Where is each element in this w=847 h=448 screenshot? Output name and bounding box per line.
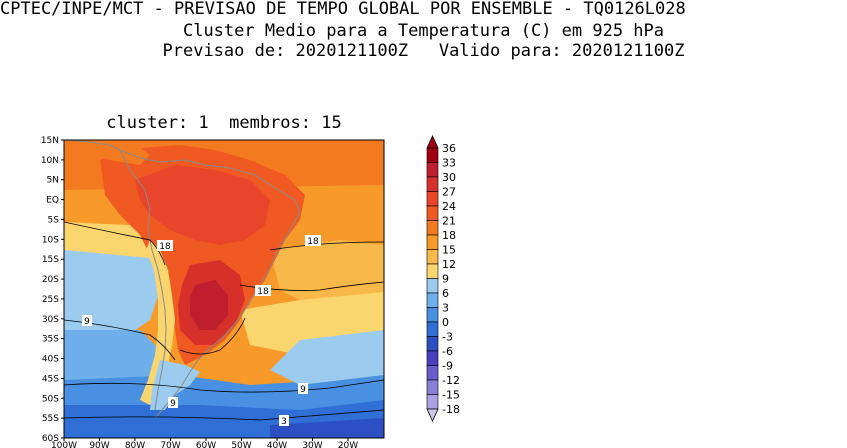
contour-lines	[64, 221, 384, 421]
contour-labels: 18 18 18 9 9 9 3	[82, 235, 321, 427]
lon-tick-label: 100W	[51, 441, 77, 448]
lat-tick-label: 35S	[42, 335, 59, 345]
colorbar-cell	[426, 191, 439, 207]
colorbar-label: 12	[442, 258, 456, 271]
colorbar-label: -15	[442, 389, 460, 402]
contour-label-bg	[298, 383, 308, 394]
colorbar-label: -6	[442, 345, 453, 358]
lat-tick-label: 45S	[42, 374, 59, 384]
contour-label-bg	[168, 397, 178, 408]
contour-label-bg	[157, 240, 173, 251]
map-frame	[63, 139, 385, 439]
lat-tick-label: 50S	[42, 394, 59, 404]
colorbar-cell	[426, 176, 439, 192]
lon-tick-label: 70W	[160, 441, 180, 448]
contour-label: 18	[257, 287, 269, 297]
colorbar-cell	[426, 336, 439, 352]
colorbar-bottom-arrow	[426, 408, 439, 422]
lon-tick-label: 40W	[267, 441, 287, 448]
lat-tick-label: 20S	[42, 275, 59, 285]
colorbar-label: 36	[442, 142, 456, 155]
lon-tick-label: 90W	[89, 441, 109, 448]
colorbar-label: 15	[442, 244, 456, 257]
colorbar-cell	[426, 292, 439, 308]
lat-tick-label: 40S	[42, 355, 59, 365]
colorbar-cell	[426, 205, 439, 221]
colorbar-label: 9	[442, 273, 449, 286]
longitude-axis: 100W 90W 80W 70W 60W 50W 40W 30W 20W	[51, 438, 358, 448]
colorbar-cell	[426, 394, 439, 410]
header-line-3: Previsao de: 2020121100Z Valido para: 20…	[162, 41, 685, 61]
colorbar-cell	[426, 147, 439, 163]
lon-tick-label: 30W	[302, 441, 322, 448]
colorbar-cell	[426, 162, 439, 178]
contour-label-bg	[279, 415, 289, 426]
colorbar-cell	[426, 234, 439, 250]
contour-label-bg	[305, 235, 321, 246]
lon-tick-label: 50W	[231, 441, 251, 448]
colorbar-cell	[426, 263, 439, 279]
colorbar-label: 21	[442, 215, 456, 228]
latitude-axis: 15N 10N 5N EQ 5S 10S 15S 20S 25S 30S 35S 40S 45S 50S 5…	[41, 136, 64, 444]
colorbar-label: 24	[442, 200, 456, 213]
lat-tick-label: 55S	[42, 414, 59, 424]
plot-title: cluster: 1 membros: 15	[106, 113, 342, 133]
colorbar-cell	[426, 350, 439, 366]
colorbar-label: -12	[442, 374, 460, 387]
colorbar-label: -18	[442, 403, 460, 416]
contour-label-bg	[255, 285, 271, 296]
colorbar-cell	[426, 379, 439, 395]
lat-tick-label: 5S	[48, 215, 60, 225]
colorbar-label: 0	[442, 316, 449, 329]
lat-tick-label: 25S	[42, 295, 59, 305]
contour-label: 9	[84, 317, 90, 327]
lat-tick-label: 5N	[47, 176, 59, 186]
contour-label: 9	[170, 399, 176, 409]
colorbar-label: 18	[442, 229, 456, 242]
lat-tick-label: 10S	[42, 235, 59, 245]
contour-label: 18	[159, 242, 171, 252]
colorbar-label: -9	[442, 360, 453, 373]
lon-tick-label: 80W	[125, 441, 145, 448]
lat-tick-label: EQ	[46, 196, 59, 206]
header-line-2: Cluster Medio para a Temperatura (C) em …	[182, 21, 665, 41]
lat-tick-label: 30S	[42, 315, 59, 325]
contour-label: 9	[300, 385, 306, 395]
colorbar-label: 30	[442, 171, 456, 184]
colorbar-cell	[426, 249, 439, 265]
colorbar-cell	[426, 220, 439, 236]
header-line-1: CPTEC/INPE/MCT - PREVISAO DE TEMPO GLOBA…	[0, 0, 686, 19]
lon-tick-label: 20W	[338, 441, 358, 448]
colorbar-top-arrow	[426, 135, 439, 149]
colorbar-cell	[426, 307, 439, 323]
colorbar-label: 27	[442, 186, 456, 199]
lat-tick-label: 15N	[41, 136, 59, 146]
colorbar-label: -3	[442, 331, 453, 344]
contour-label: 3	[281, 417, 287, 427]
colorbar-cell	[426, 365, 439, 381]
lat-tick-label: 10N	[41, 156, 59, 166]
lon-tick-label: 60W	[196, 441, 216, 448]
lat-tick-label: 15S	[42, 255, 59, 265]
colorbar-label: 33	[442, 157, 456, 170]
temperature-field	[64, 140, 384, 438]
colorbar-label: 3	[442, 302, 449, 315]
colorbar-cell	[426, 321, 439, 337]
contour-label-bg	[82, 315, 92, 326]
contour-label: 18	[307, 237, 319, 247]
colorbar-cell	[426, 278, 439, 294]
lat-tick-label: 60S	[42, 434, 59, 444]
colorbar-label: 6	[442, 287, 449, 300]
